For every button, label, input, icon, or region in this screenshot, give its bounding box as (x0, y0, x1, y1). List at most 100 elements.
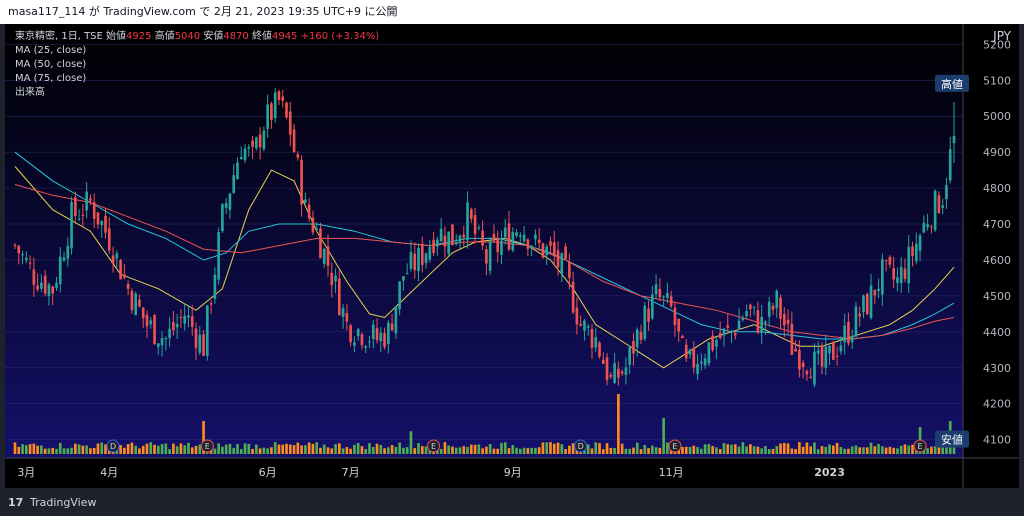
candle-body (507, 223, 511, 250)
candle-body (255, 137, 258, 149)
volume-bar (937, 445, 941, 454)
volume-bar (681, 446, 684, 454)
volume-bar (405, 447, 409, 454)
volume-bar (609, 447, 613, 454)
candle-body (590, 329, 594, 348)
candle-body (684, 344, 688, 359)
volume-bar (96, 443, 100, 454)
volume-bar (51, 447, 55, 454)
close-label: 終値 (251, 31, 272, 42)
volume-bar (907, 445, 911, 454)
volume-bar (164, 443, 168, 454)
legend-ma50[interactable]: MA (50, close) (15, 59, 87, 70)
tradingview-logo-icon[interactable]: 17 (8, 496, 24, 509)
volume-bar (598, 443, 601, 454)
volume-bar (700, 448, 703, 454)
volume-bar (726, 444, 730, 454)
x-tick-label: 2023 (814, 466, 845, 479)
candle-body (869, 285, 873, 318)
volume-bar (375, 443, 379, 454)
candle-body (149, 320, 153, 325)
candle-body (202, 334, 205, 356)
candle-body (51, 286, 55, 294)
volume-bar (477, 444, 481, 454)
candle-body (586, 326, 590, 328)
event-marker-label: D (110, 442, 116, 451)
volume-bar (594, 442, 598, 454)
candle-body (809, 376, 813, 379)
candle-body (145, 314, 149, 327)
candle-body (217, 232, 220, 280)
volume-bar (315, 442, 319, 454)
volume-bar (243, 443, 247, 454)
volume-bar (379, 444, 383, 454)
volume-bar (187, 442, 190, 454)
candle-body (349, 325, 352, 343)
volume-bar (481, 448, 484, 454)
volume-bar (277, 444, 281, 454)
x-tick-label: 6月 (259, 466, 277, 479)
volume-bar (28, 444, 32, 454)
volume-bar (89, 448, 92, 454)
legend-ma75[interactable]: MA (75, close) (15, 73, 87, 84)
candle-body (496, 237, 500, 253)
volume-bar (85, 445, 88, 454)
volume-bar (556, 442, 560, 454)
candle-body (620, 371, 624, 374)
volume-bar (330, 448, 334, 454)
candle-body (749, 304, 752, 310)
volume-bar (892, 447, 895, 454)
candle-body (183, 315, 187, 324)
candle-body (862, 295, 865, 313)
y-tick-label: 5000 (983, 110, 1011, 123)
legend-ma25[interactable]: MA (25, close) (15, 45, 87, 56)
volume-bar (820, 446, 824, 454)
candle-body (198, 334, 202, 353)
candle-body (353, 342, 356, 346)
candle-body (28, 262, 32, 264)
tradingview-brand[interactable]: TradingView (30, 496, 97, 509)
volume-bar (168, 449, 171, 454)
volume-bar (850, 446, 854, 454)
candle-body (594, 337, 598, 348)
volume-bar (869, 442, 873, 454)
candle-body (767, 301, 771, 317)
candle-body (447, 231, 450, 254)
candle-body (941, 205, 945, 208)
candle-body (760, 316, 763, 333)
volume-bar (488, 444, 492, 454)
candle-body (360, 334, 364, 346)
candle-body (522, 234, 526, 242)
candle-body (745, 311, 748, 317)
y-tick-label: 4900 (983, 146, 1011, 159)
volume-bar (436, 448, 439, 454)
candle-body (556, 250, 560, 267)
candle-body (707, 342, 711, 364)
low-value: 4870 (223, 31, 249, 42)
legend-volume[interactable]: 出来高 (15, 87, 45, 98)
event-marker-icon (668, 439, 682, 453)
volume-bar (160, 444, 164, 454)
volume-bar (443, 442, 447, 454)
volume-bar (590, 448, 594, 454)
volume-bar (896, 448, 899, 454)
candle-body (13, 244, 17, 246)
candle-body (583, 320, 586, 331)
candle-body (473, 215, 477, 234)
volume-bar (684, 446, 688, 454)
volume-bar (156, 445, 160, 454)
candle-body (666, 292, 669, 298)
candle-body (824, 346, 828, 368)
volume-bar (760, 448, 763, 454)
candle-body (703, 358, 707, 366)
candle-body (865, 293, 869, 315)
candle-body (221, 204, 224, 232)
candle-body (899, 266, 903, 283)
volume-bar (798, 442, 801, 454)
price-chart[interactable]: 4100 4200 4300 4400 4500 4600 4700 4800 4900 5000… (5, 24, 1019, 488)
volume-bar (865, 447, 869, 454)
candle-body (209, 303, 213, 305)
candle-body (756, 310, 760, 333)
volume-bar (534, 447, 537, 454)
volume-bar (356, 442, 360, 454)
